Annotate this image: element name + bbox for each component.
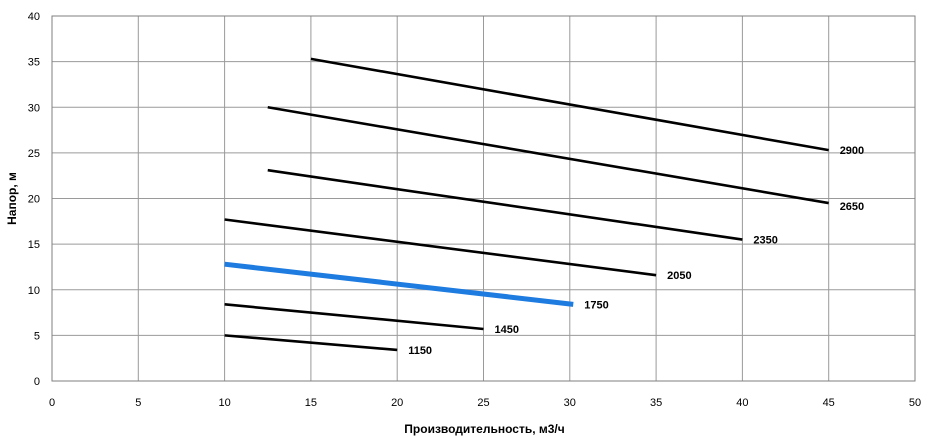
y-tick-label: 30 (28, 102, 40, 114)
y-tick-label: 25 (28, 148, 40, 160)
series-line-2050 (224, 218, 657, 277)
x-tick-label: 5 (135, 397, 141, 409)
y-tick-label: 15 (28, 239, 40, 251)
y-tick-label: 5 (34, 330, 40, 342)
x-tick-label: 40 (736, 397, 748, 409)
data-label-1150: 1150 (408, 345, 432, 357)
series-line-1150 (224, 334, 398, 352)
y-tick-label: 20 (28, 194, 40, 206)
data-label-2900: 2900 (840, 145, 864, 157)
x-tick-label: 10 (218, 397, 230, 409)
x-tick-label: 15 (305, 397, 317, 409)
y-tick-label: 40 (28, 11, 40, 23)
series-line-1450 (224, 303, 484, 331)
data-label-1450: 1450 (495, 324, 519, 336)
data-label-2050: 2050 (667, 270, 691, 282)
y-tick-label: 0 (34, 376, 40, 388)
y-tick-label: 35 (28, 57, 40, 69)
y-tick-labels: 0 5 10 15 20 25 30 35 40 (28, 11, 40, 388)
series-line-1750 (224, 261, 574, 307)
data-label-1750: 1750 (584, 299, 608, 311)
x-tick-label: 50 (909, 397, 921, 409)
x-tick-label: 20 (391, 397, 403, 409)
x-tick-labels: 0 5 10 15 20 25 30 35 40 45 50 (49, 397, 921, 409)
series-layer (224, 57, 829, 352)
plot-area-border (51, 15, 916, 382)
x-tick-label: 0 (49, 397, 55, 409)
data-labels: 2900 2650 2350 2050 1750 1450 1150 (408, 145, 864, 357)
data-label-2650: 2650 (840, 201, 864, 213)
y-axis-title: Напор, м (5, 172, 19, 225)
x-tick-label: 25 (477, 397, 489, 409)
series-line-2350 (267, 168, 743, 241)
grid (51, 15, 916, 382)
data-label-2350: 2350 (753, 235, 777, 247)
series-line-2650 (267, 105, 829, 205)
x-tick-label: 45 (823, 397, 835, 409)
x-axis-title: Производительность, м3/ч (404, 422, 564, 436)
x-tick-label: 35 (650, 397, 662, 409)
y-tick-label: 10 (28, 285, 40, 297)
series-line-2900 (310, 57, 829, 152)
x-tick-label: 30 (564, 397, 576, 409)
